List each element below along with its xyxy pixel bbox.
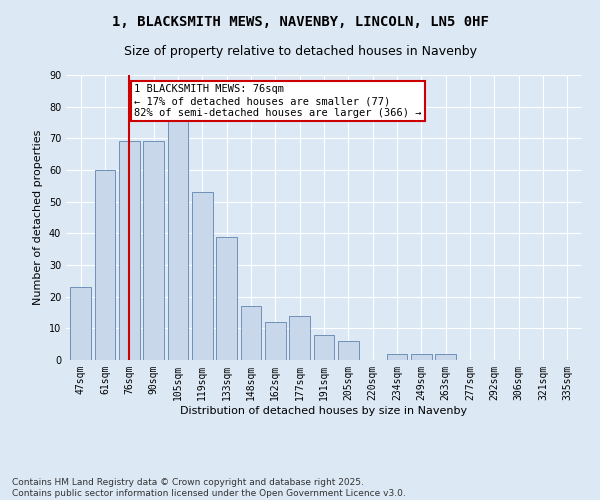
Y-axis label: Number of detached properties: Number of detached properties (33, 130, 43, 305)
Text: Contains HM Land Registry data © Crown copyright and database right 2025.
Contai: Contains HM Land Registry data © Crown c… (12, 478, 406, 498)
X-axis label: Distribution of detached houses by size in Navenby: Distribution of detached houses by size … (181, 406, 467, 415)
Text: 1, BLACKSMITH MEWS, NAVENBY, LINCOLN, LN5 0HF: 1, BLACKSMITH MEWS, NAVENBY, LINCOLN, LN… (112, 15, 488, 29)
Bar (265, 322, 286, 360)
Bar (143, 142, 164, 360)
Text: 1 BLACKSMITH MEWS: 76sqm
← 17% of detached houses are smaller (77)
82% of semi-d: 1 BLACKSMITH MEWS: 76sqm ← 17% of detach… (134, 84, 422, 117)
Text: Size of property relative to detached houses in Navenby: Size of property relative to detached ho… (124, 45, 476, 58)
Bar (241, 306, 262, 360)
Bar (192, 192, 212, 360)
Bar (70, 287, 91, 360)
Bar (386, 354, 407, 360)
Bar (314, 334, 334, 360)
Bar (95, 170, 115, 360)
Bar (436, 354, 456, 360)
Bar (119, 142, 140, 360)
Bar (167, 120, 188, 360)
Bar (338, 341, 359, 360)
Bar (216, 236, 237, 360)
Bar (411, 354, 432, 360)
Bar (289, 316, 310, 360)
